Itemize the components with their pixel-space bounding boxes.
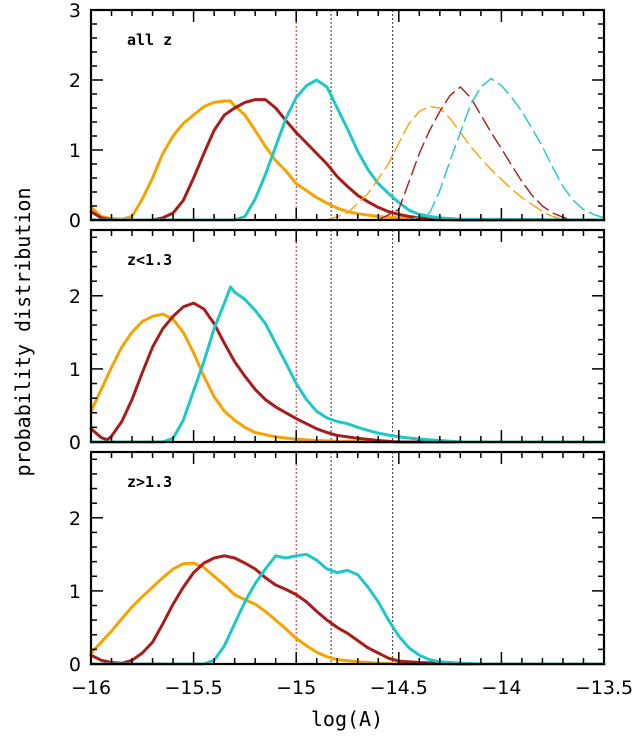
x-axis-title: log(A) — [311, 707, 383, 731]
series-line-red-solid — [89, 301, 606, 444]
y-tick-label: 0 — [69, 210, 81, 232]
series-line-red-solid — [89, 98, 606, 222]
y-axis-title: probability distribution — [11, 188, 35, 477]
panel-label: z<1.3 — [127, 251, 172, 269]
series-line-cyan-dashed — [408, 77, 605, 221]
x-tick-label: −15 — [276, 677, 316, 699]
panel-3: 0 1 2 z>1.3 — [69, 450, 606, 676]
y-tick-label: 2 — [69, 70, 81, 92]
series-line-cyan-solid — [89, 78, 606, 222]
x-tick-label: −14 — [481, 677, 521, 699]
series-line-orange-dashed — [326, 105, 574, 221]
panels-layer: 0 1 2 3 all z 0 1 2 z<1.3 0 1 2 z>1.3 −16 −15.5 −15 −14.… — [69, 0, 633, 699]
panel-label: all z — [127, 31, 172, 49]
series-line-orange-solid — [89, 99, 606, 222]
y-tick-label: 1 — [69, 140, 81, 162]
x-tick-label: −16 — [71, 677, 111, 699]
panel-label: z>1.3 — [127, 473, 172, 491]
series-line-red-solid — [89, 554, 606, 666]
panel-1: 0 1 2 3 all z — [69, 0, 606, 232]
panel-2: 0 1 2 z<1.3 — [69, 228, 606, 454]
panel-frame — [89, 450, 606, 666]
y-tick-label: 0 — [69, 432, 81, 454]
y-tick-label: 2 — [69, 508, 81, 530]
y-tick-label: 1 — [69, 581, 81, 603]
x-tick-label: −13.5 — [575, 677, 633, 699]
series-line-cyan-solid — [89, 552, 606, 666]
series-line-cyan-solid — [89, 285, 606, 444]
series-line-orange-solid — [89, 561, 606, 666]
x-tick-label: −15.5 — [164, 677, 222, 699]
series-line-red-dashed — [377, 86, 574, 221]
series-line-orange-solid — [89, 312, 606, 444]
panel-frame — [89, 228, 606, 444]
x-tick-label: −14.5 — [370, 677, 428, 699]
panel-frame — [89, 8, 606, 222]
y-tick-label: 3 — [69, 0, 81, 22]
y-tick-label: 2 — [69, 286, 81, 308]
y-tick-label: 1 — [69, 359, 81, 381]
y-tick-label: 0 — [69, 654, 81, 676]
